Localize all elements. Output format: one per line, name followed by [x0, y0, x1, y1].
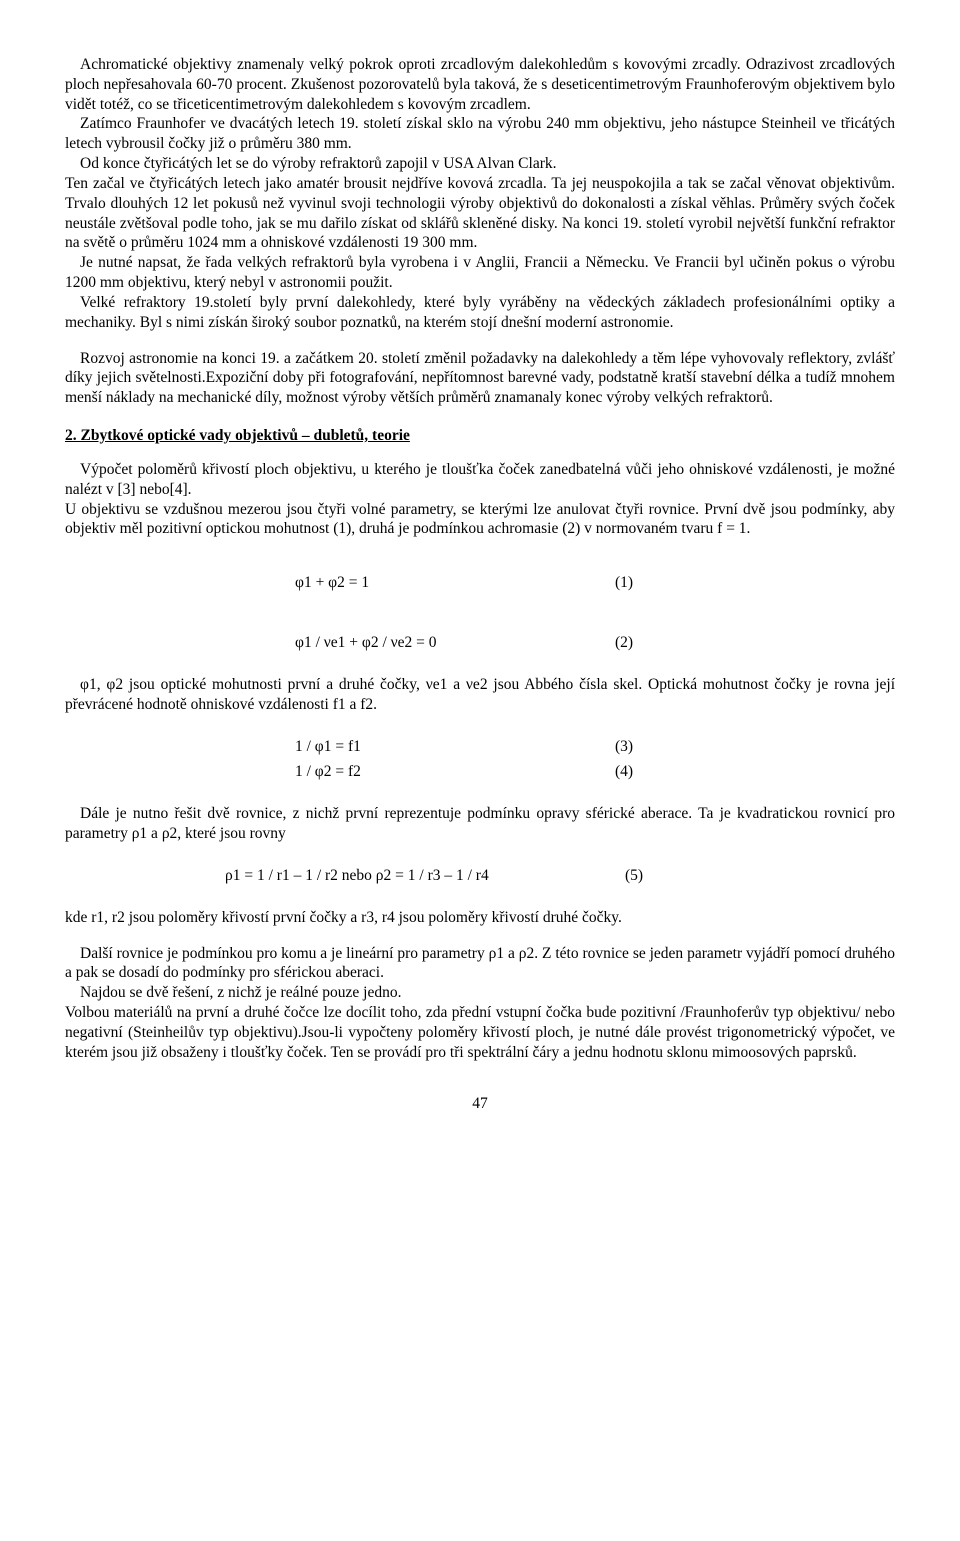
paragraph-15: Volbou materiálů na první a druhé čočce … [65, 1003, 895, 1062]
paragraph-14: Najdou se dvě řešení, z nichž je reálné … [65, 983, 895, 1003]
section-2-title: 2. Zbytkové optické vady objektivů – dub… [65, 426, 895, 446]
paragraph-10: φ1, φ2 jsou optické mohutnosti první a d… [65, 675, 895, 715]
equation-1-row: φ1 + φ2 = 1 (1) [65, 573, 895, 593]
equation-4-row: 1 / φ2 = f2 (4) [65, 762, 895, 782]
equation-1-number: (1) [615, 573, 633, 593]
paragraph-2: Zatímco Fraunhofer ve dvacátých letech 1… [65, 114, 895, 154]
equation-4-number: (4) [615, 762, 633, 782]
paragraph-8: Výpočet poloměrů křivostí ploch objektiv… [65, 460, 895, 500]
paragraph-11: Dále je nutno řešit dvě rovnice, z nichž… [65, 804, 895, 844]
equation-3-number: (3) [615, 737, 633, 757]
paragraph-13: Další rovnice je podmínkou pro komu a je… [65, 944, 895, 984]
equation-5-row: ρ1 = 1 / r1 – 1 / r2 nebo ρ2 = 1 / r3 – … [65, 866, 895, 886]
equation-2: φ1 / νe1 + φ2 / νe2 = 0 [295, 633, 615, 653]
paragraph-3: Od konce čtyřicátých let se do výroby re… [65, 154, 895, 174]
paragraph-12: kde r1, r2 jsou poloměry křivostí první … [65, 908, 895, 928]
paragraph-1: Achromatické objektivy znamenaly velký p… [65, 55, 895, 114]
paragraph-6: Velké refraktory 19.století byly první d… [65, 293, 895, 333]
paragraph-4: Ten začal ve čtyřicátých letech jako ama… [65, 174, 895, 253]
equation-3-row: 1 / φ1 = f1 (3) [65, 737, 895, 757]
equation-3: 1 / φ1 = f1 [295, 737, 615, 757]
paragraph-7: Rozvoj astronomie na konci 19. a začátke… [65, 349, 895, 408]
paragraph-5: Je nutné napsat, že řada velkých refrakt… [65, 253, 895, 293]
equation-2-row: φ1 / νe1 + φ2 / νe2 = 0 (2) [65, 633, 895, 653]
equation-4: 1 / φ2 = f2 [295, 762, 615, 782]
paragraph-9: U objektivu se vzdušnou mezerou jsou čty… [65, 500, 895, 540]
equation-1: φ1 + φ2 = 1 [295, 573, 615, 593]
equation-5-number: (5) [625, 866, 643, 886]
equation-5: ρ1 = 1 / r1 – 1 / r2 nebo ρ2 = 1 / r3 – … [225, 866, 625, 886]
page-number: 47 [65, 1094, 895, 1114]
equation-2-number: (2) [615, 633, 633, 653]
